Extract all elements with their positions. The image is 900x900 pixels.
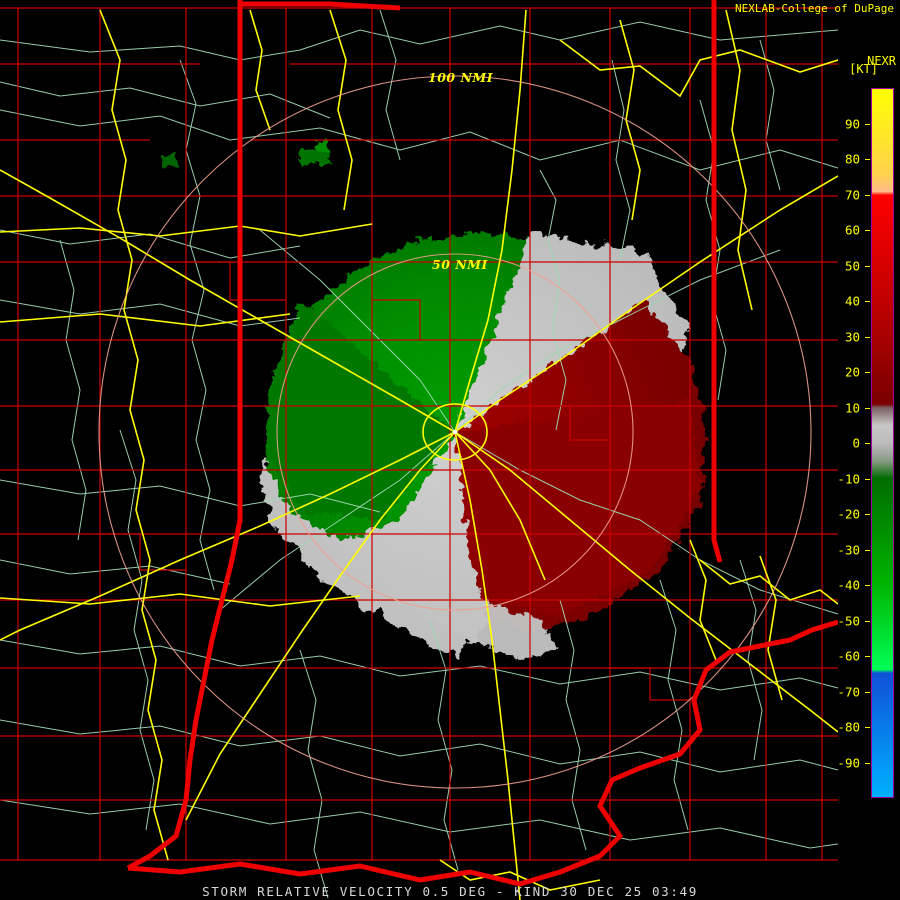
colorbar-tick-pos40: 40 bbox=[844, 293, 860, 309]
brand-label: NEXLAB-College of DuPage bbox=[735, 2, 894, 15]
velocity-zone-green-core bbox=[266, 300, 455, 520]
units-label: [KT] bbox=[849, 62, 878, 76]
colorbar-tickmark bbox=[865, 443, 870, 444]
velocity-colorbar[interactable] bbox=[871, 88, 894, 798]
colorbar-tick-pos0: 0 bbox=[852, 435, 860, 451]
colorbar-tickmark bbox=[865, 549, 870, 551]
map-canvas bbox=[0, 0, 838, 900]
colorbar-tick-pos90: 90 bbox=[844, 116, 860, 131]
colorbar-gradient bbox=[872, 89, 893, 797]
radar-site-marker bbox=[452, 429, 458, 435]
highway-layer bbox=[0, 9, 838, 900]
colorbar-tickmark bbox=[865, 301, 870, 302]
state-border-layer bbox=[126, 0, 838, 887]
colorbar-tickmark bbox=[865, 585, 870, 586]
colorbar-tickmark bbox=[865, 194, 870, 196]
colorbar-tickmark bbox=[865, 372, 870, 373]
colorbar-tick-neg70: -70 bbox=[837, 684, 860, 699]
range-ring-100nmi bbox=[98, 75, 812, 789]
colorbar-tick-neg20: -20 bbox=[837, 506, 860, 522]
velocity-zone-grey-tail bbox=[400, 584, 560, 660]
status-bar: STORM RELATIVE VELOCITY 0.5 DEG - KIND 3… bbox=[202, 884, 698, 899]
range-ring-50nmi bbox=[276, 253, 634, 611]
colorbar-tickmark bbox=[865, 230, 870, 231]
colorbar-tick-pos50: 50 bbox=[844, 258, 860, 273]
velocity-speckle-north bbox=[300, 150, 330, 164]
colorbar-tick-neg90: -90 bbox=[837, 755, 860, 770]
colorbar-tick-pos60: 60 bbox=[844, 222, 860, 238]
range-ring-label-50nmi: 50 NMI bbox=[432, 257, 488, 272]
velocity-field bbox=[160, 140, 706, 660]
colorbar-tickmark bbox=[865, 727, 870, 728]
colorbar-tick-pos20: 20 bbox=[844, 364, 860, 380]
colorbar-tickmark bbox=[865, 478, 870, 480]
colorbar-tick-pos30: 30 bbox=[844, 329, 860, 344]
colorbar-tickmark bbox=[865, 762, 870, 764]
colorbar-tick-neg80: -80 bbox=[837, 719, 860, 735]
colorbar-tickmark bbox=[865, 691, 870, 693]
colorbar-tick-neg50: -50 bbox=[837, 613, 860, 628]
colorbar-tickmark bbox=[865, 514, 870, 515]
range-ring-layer bbox=[98, 75, 812, 789]
colorbar-tickmark bbox=[865, 407, 870, 409]
colorbar-tick-pos70: 70 bbox=[844, 187, 860, 202]
colorbar-panel: 90 80 70 60 50 40 30 20 10 0 -10 -20 -30 -40 -50 -60 -70… bbox=[837, 0, 900, 900]
radar-map-panel[interactable]: 100 NMI 50 NMI bbox=[0, 0, 838, 900]
velocity-zone-red-core bbox=[455, 400, 700, 615]
velocity-speckle-north-2 bbox=[316, 140, 328, 152]
colorbar-tick-neg40: -40 bbox=[837, 577, 860, 593]
product-code-label: NEXR bbox=[867, 54, 896, 68]
velocity-speckle-nw bbox=[160, 155, 176, 167]
colorbar-tickmark bbox=[865, 620, 870, 622]
colorbar-tick-pos10: 10 bbox=[844, 400, 860, 415]
colorbar-tick-neg10: -10 bbox=[837, 471, 860, 486]
colorbar-tickmark bbox=[865, 123, 870, 125]
colorbar-tickmark bbox=[865, 159, 870, 160]
colorbar-tick-pos80: 80 bbox=[844, 151, 860, 167]
colorbar-tick-neg60: -60 bbox=[837, 648, 860, 664]
colorbar-tickmark bbox=[865, 265, 870, 267]
range-ring-label-100nmi: 100 NMI bbox=[428, 70, 494, 85]
colorbar-tickmark bbox=[865, 656, 870, 657]
colorbar-tickmark bbox=[865, 336, 870, 338]
colorbar-tick-neg30: -30 bbox=[837, 542, 860, 557]
